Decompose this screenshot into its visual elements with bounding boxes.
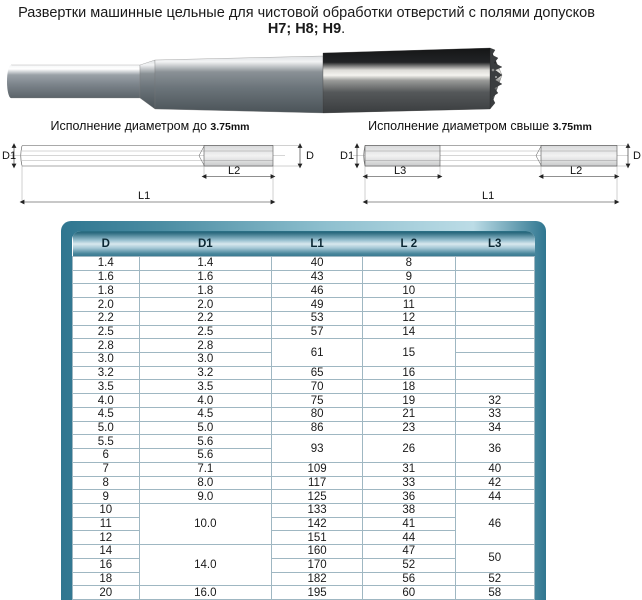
svg-text:L1: L1 — [138, 190, 150, 202]
svg-text:D: D — [306, 150, 314, 162]
svg-text:L2: L2 — [228, 165, 240, 177]
svg-text:Исполнение диаметром до 3.75mm: Исполнение диаметром до 3.75mm — [50, 119, 249, 133]
svg-text:D1: D1 — [340, 150, 354, 162]
svg-text:L1: L1 — [482, 190, 494, 202]
svg-text:L3: L3 — [394, 165, 406, 177]
svg-text:D: D — [633, 150, 641, 162]
svg-text:Исполнение диаметром свыше 3.7: Исполнение диаметром свыше 3.75mm — [368, 119, 592, 133]
svg-text:D1: D1 — [2, 150, 16, 162]
svg-text:L2: L2 — [570, 165, 582, 177]
